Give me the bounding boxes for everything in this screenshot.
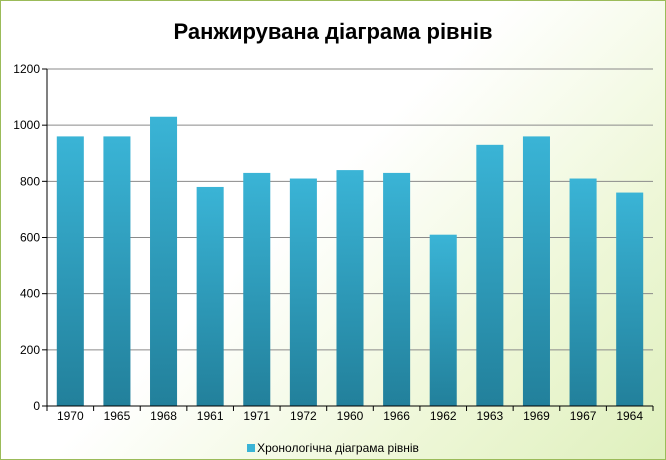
x-tick-label: 1960	[337, 409, 364, 423]
x-tick-label: 1971	[243, 409, 270, 423]
bar	[522, 136, 550, 406]
x-tick-label: 1965	[104, 409, 131, 423]
bar	[336, 170, 364, 406]
x-tick-label: 1964	[616, 409, 643, 423]
bar	[289, 178, 317, 406]
x-tick-label: 1969	[523, 409, 550, 423]
x-tick-label: 1972	[290, 409, 317, 423]
bar	[150, 116, 178, 406]
legend-label: Хронологічна діаграма рівнів	[257, 441, 419, 455]
bar	[196, 186, 224, 406]
bar	[56, 136, 84, 406]
bar	[103, 136, 131, 406]
bar	[616, 192, 644, 406]
y-tick-label: 1000	[13, 118, 40, 132]
x-tick-label: 1961	[197, 409, 224, 423]
y-tick-label: 0	[33, 399, 40, 413]
x-tick-label: 1967	[570, 409, 597, 423]
chart-title: Ранжирувана діаграма рівнів	[173, 19, 493, 44]
x-tick-label: 1962	[430, 409, 457, 423]
y-tick-label: 200	[20, 343, 40, 357]
legend-swatch	[247, 443, 256, 452]
bar	[383, 172, 411, 406]
bar	[476, 144, 504, 406]
x-tick-label: 1966	[383, 409, 410, 423]
y-tick-label: 1200	[13, 62, 40, 76]
y-tick-label: 600	[20, 231, 40, 245]
bar	[569, 178, 597, 406]
x-tick-label: 1963	[476, 409, 503, 423]
y-tick-label: 800	[20, 174, 40, 188]
x-tick-label: 1968	[150, 409, 177, 423]
y-tick-label: 400	[20, 287, 40, 301]
legend: Хронологічна діаграма рівнів	[1, 441, 665, 455]
bar	[243, 172, 271, 406]
bar	[429, 234, 457, 406]
x-tick-label: 1970	[57, 409, 84, 423]
